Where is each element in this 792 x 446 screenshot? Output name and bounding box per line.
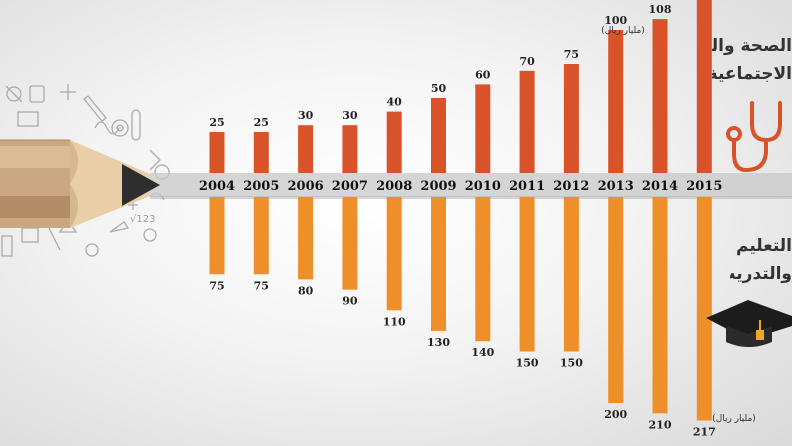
education-value-2013: 200 [604,408,627,421]
education-bar-2011 [519,197,535,352]
education-bar-2007 [342,197,358,290]
health-bars [209,0,712,174]
education-value-2007: 90 [342,295,358,308]
health-bar-2009 [431,98,446,173]
education-value-2005: 75 [254,279,269,292]
health-category-label: الصحة والتنمية الاجتماعية [712,32,792,88]
health-value-2011: 70 [519,55,535,68]
education-bar-2013 [608,197,624,403]
health-bar-2013 [608,30,624,173]
health-bar-2006 [298,125,314,173]
education-value-2006: 80 [298,284,314,297]
education-value-2008: 110 [383,315,406,328]
education-bar-2008 [386,197,402,311]
education-bar-2012 [563,197,579,352]
education-value-2004: 75 [209,279,224,292]
health-value-2004: 25 [209,116,224,129]
health-bar-2012 [563,64,579,173]
health-bar-2004 [209,132,225,173]
health-value-2014: 108 [649,3,672,16]
health-value-2008: 40 [387,96,403,109]
health-value-2005: 25 [254,116,269,129]
graduation-cap-icon [706,300,792,347]
health-bar-2008 [386,111,402,173]
year-label-2004: 2004 [199,179,235,194]
pencil-icon [0,139,160,228]
year-label-2011: 2011 [509,179,545,194]
education-bar-2010 [475,197,491,342]
health-bar-2014 [652,19,668,174]
year-label-2006: 2006 [288,179,324,194]
health-value-2013: 100 [604,14,627,27]
year-label-2007: 2007 [332,179,368,194]
education-value-2012: 150 [560,357,583,370]
education-value-2014: 210 [649,418,672,431]
year-label-2014: 2014 [642,179,678,194]
year-label-2012: 2012 [553,179,589,194]
health-value-2012: 75 [564,48,579,61]
year-label-2015: 2015 [686,179,722,194]
unit-label-top: (مليار ريال) [601,26,645,36]
year-label-2009: 2009 [420,179,456,194]
health-bar-2007 [342,125,358,173]
health-bar-2011 [519,70,535,173]
health-bar-2010 [475,84,491,173]
year-label-2010: 2010 [465,179,501,194]
health-value-2007: 30 [342,109,358,122]
year-label-2005: 2005 [243,179,279,194]
health-bar-2015 [696,0,712,174]
education-category-label: التعليم والتدريب [730,232,792,288]
education-label-line2: والتدريب [730,264,792,284]
year-label-2013: 2013 [598,179,634,194]
svg-text:√123: √123 [130,214,155,225]
health-value-2009: 50 [431,82,447,95]
education-value-2009: 130 [427,336,450,349]
health-value-2010: 60 [475,68,491,81]
education-bar-2009 [431,197,446,331]
education-bars [209,197,712,421]
health-label-line2: الاجتماعية [712,64,792,84]
education-bar-2006 [298,197,314,280]
education-bar-2004 [209,197,225,275]
axis-band [150,173,792,197]
education-bar-2014 [652,197,668,414]
year-label-2008: 2008 [376,179,412,194]
education-value-2011: 150 [516,357,539,370]
education-value-2010: 140 [471,346,494,359]
health-label-line1: الصحة والتنمية [712,36,792,56]
health-bar-2005 [253,132,269,173]
education-bar-2015 [696,197,712,421]
education-label-line1: التعليم [736,236,792,256]
education-value-2015: 217 [693,426,716,439]
unit-label-bottom: (مليار ريال) [712,414,756,424]
education-bar-2005 [253,197,269,275]
stethoscope-icon [726,101,782,173]
health-value-2006: 30 [298,109,314,122]
